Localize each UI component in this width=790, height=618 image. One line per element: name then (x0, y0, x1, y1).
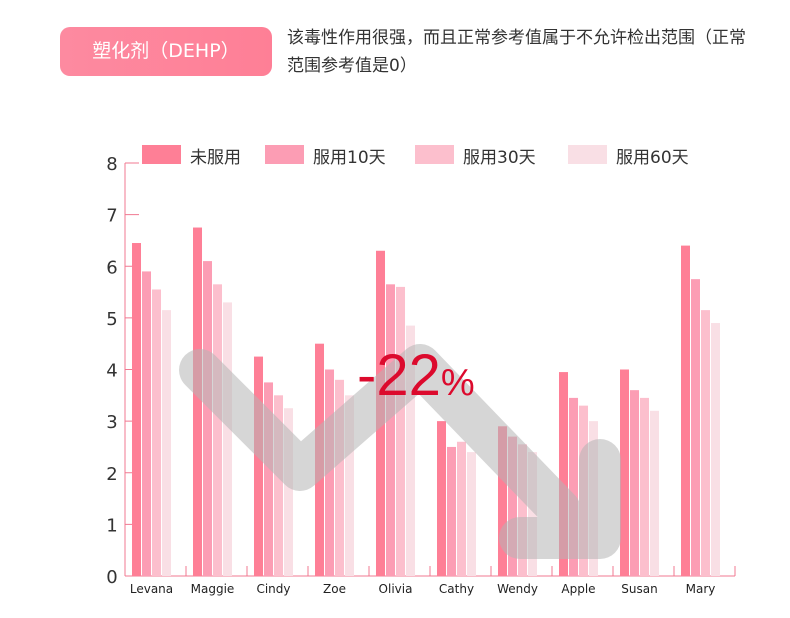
x-tick-label: Wendy (497, 582, 538, 596)
y-tick-label: 3 (106, 412, 117, 433)
x-tick-label: Apple (561, 582, 595, 596)
bar-cindy-s1 (264, 382, 273, 576)
bar-zoe-s1 (325, 369, 334, 576)
x-tick-label: Susan (621, 582, 657, 596)
legend-swatch (568, 145, 607, 164)
bar-levana-s0 (132, 243, 141, 577)
bar-cathy-s2 (457, 441, 466, 576)
y-tick-label: 0 (106, 567, 117, 588)
y-tick-label: 1 (106, 515, 117, 536)
legend-swatch (415, 145, 454, 164)
down-arrow-overlay (179, 344, 621, 559)
x-tick-label: Mary (686, 582, 716, 596)
y-tick-label: 6 (106, 257, 117, 278)
bar-mary-s1 (691, 279, 700, 576)
bar-cindy-s2 (274, 395, 283, 576)
y-tick-label: 4 (106, 361, 117, 382)
bar-mary-s3 (711, 323, 720, 576)
bar-mary-s2 (701, 310, 710, 576)
legend-swatch (265, 145, 304, 164)
bar-cathy-s3 (467, 452, 476, 576)
y-tick-label: 5 (106, 309, 117, 330)
bar-apple-s0 (559, 372, 568, 576)
legend-label: 服用60天 (616, 148, 689, 168)
bar-apple-s1 (569, 397, 578, 576)
y-tick-label: 7 (106, 206, 117, 227)
topic-badge: 塑化剂（DEHP） (60, 27, 272, 76)
legend-label: 服用30天 (463, 148, 536, 168)
bar-mary-s0 (681, 245, 690, 576)
bar-cathy-s1 (447, 446, 456, 576)
bar-maggie-s2 (213, 284, 222, 576)
bar-cindy-s3 (284, 408, 293, 576)
bar-susan-s3 (650, 410, 659, 576)
bar-cathy-s0 (437, 421, 446, 576)
bar-levana-s3 (162, 310, 171, 576)
x-tick-label: Olivia (379, 582, 413, 596)
x-tick-label: Cindy (256, 582, 290, 596)
legend-swatch (142, 145, 181, 164)
y-tick-label: 2 (106, 464, 117, 485)
bar-maggie-s3 (223, 302, 232, 576)
bar-zoe-s3 (345, 395, 354, 576)
bar-susan-s1 (630, 390, 639, 576)
x-tick-label: Maggie (191, 582, 235, 596)
bar-levana-s2 (152, 289, 161, 576)
bar-wendy-s0 (498, 426, 507, 576)
bar-wendy-s1 (508, 436, 517, 576)
y-tick-label: 8 (106, 154, 117, 175)
bar-susan-s2 (640, 397, 649, 576)
x-tick-label: Zoe (323, 582, 346, 596)
bar-olivia-s3 (406, 325, 415, 576)
bar-olivia-s1 (386, 284, 395, 576)
bar-susan-s0 (620, 369, 629, 576)
topic-description: 该毒性作用很强，而且正常参考值属于不允许检出范围（正常范围参考值是0） (287, 28, 746, 76)
legend-label: 服用10天 (313, 148, 386, 168)
bar-wendy-s2 (518, 444, 527, 576)
legend-label: 未服用 (190, 148, 241, 168)
bar-olivia-s2 (396, 286, 405, 576)
x-tick-label: Cathy (439, 582, 474, 596)
bar-levana-s1 (142, 271, 151, 576)
x-tick-label: Levana (130, 582, 173, 596)
bar-wendy-s3 (528, 452, 537, 576)
bar-cindy-s0 (254, 356, 263, 576)
bar-maggie-s0 (193, 227, 202, 576)
decrease-annotation: -22% (357, 343, 475, 408)
bar-zoe-s2 (335, 379, 344, 576)
bar-maggie-s1 (203, 261, 212, 576)
